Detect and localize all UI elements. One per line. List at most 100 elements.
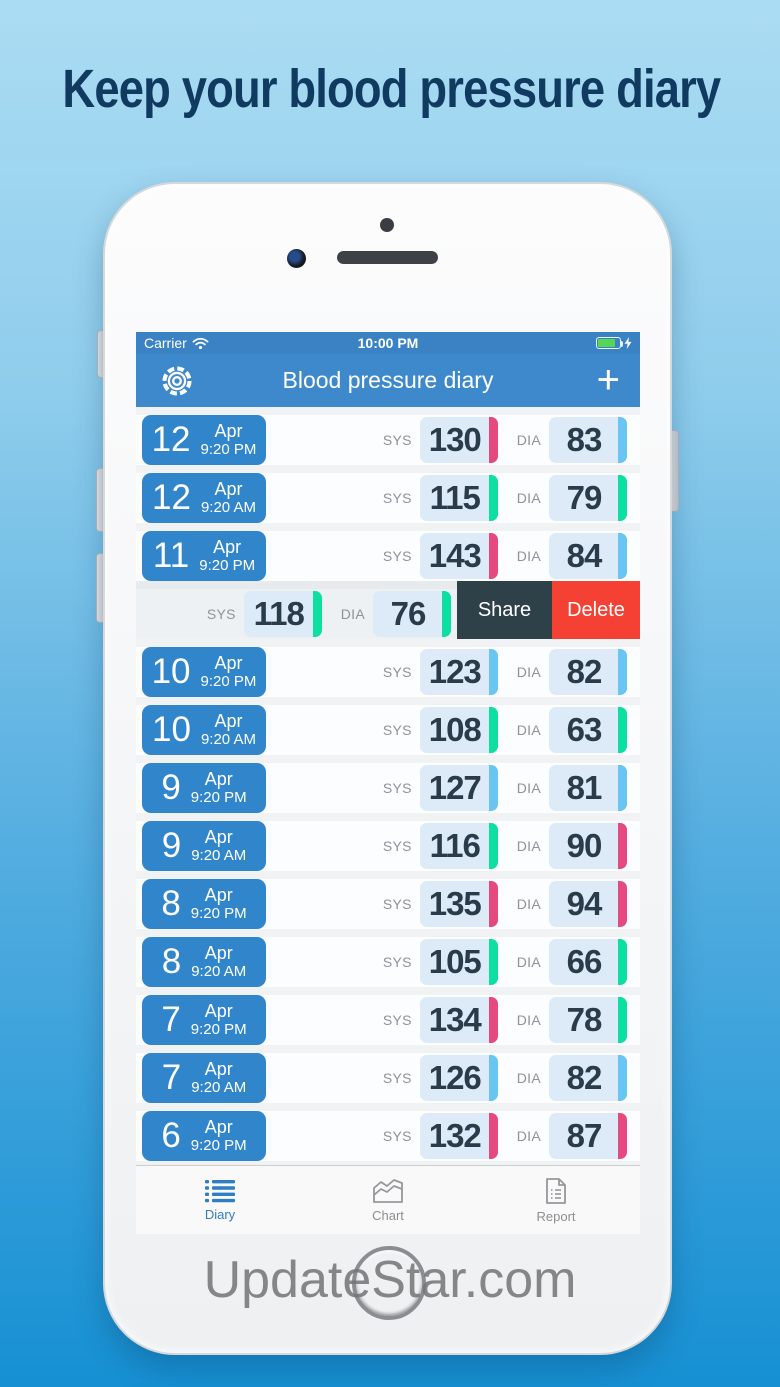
sys-value-box: 123 bbox=[419, 649, 498, 695]
date-badge[interactable]: 10 Apr 9:20 PM bbox=[142, 647, 266, 697]
date-badge[interactable]: 7 Apr 9:20 AM bbox=[142, 1053, 266, 1103]
date-time: 9:20 AM bbox=[191, 962, 247, 980]
sys-level-bar bbox=[488, 475, 498, 521]
dia-value: 94 bbox=[566, 885, 603, 922]
readings: SYS 115 DIA 79 bbox=[383, 475, 627, 521]
date-month: Apr bbox=[214, 420, 243, 441]
diary-entry-row[interactable]: 9 Apr 9:20 AM SYS 116 DIA 90 Share Delet… bbox=[136, 813, 640, 871]
dia-level-bar bbox=[618, 765, 627, 811]
clock-label: 10:00 PM bbox=[357, 335, 419, 351]
readings: SYS 134 DIA 78 bbox=[383, 997, 627, 1043]
watermark: UpdateStar.com bbox=[203, 1251, 577, 1309]
diary-entry-row[interactable]: 6 Apr 9:20 PM SYS 132 DIA 87 Share Delet… bbox=[136, 1103, 640, 1161]
diary-entry-row[interactable]: 12 Apr 9:20 PM SYS 130 DIA 83 Share Dele… bbox=[136, 407, 640, 465]
nav-bar: Blood pressure diary + bbox=[136, 354, 640, 407]
sys-label: SYS bbox=[382, 780, 412, 796]
diary-entry-row[interactable]: 10 Apr 9:20 PM SYS 123 DIA 82 Share Dele… bbox=[136, 639, 640, 697]
sys-value-box: 118 bbox=[243, 591, 322, 637]
dia-value-box: 94 bbox=[549, 881, 627, 927]
readings: SYS 118 DIA 76 bbox=[207, 591, 451, 637]
readings: SYS 127 DIA 81 bbox=[383, 765, 627, 811]
tab-diary[interactable]: Diary bbox=[136, 1166, 304, 1234]
delete-button[interactable]: Delete bbox=[552, 581, 640, 639]
dia-label: DIA bbox=[516, 722, 541, 738]
tab-report[interactable]: Report bbox=[472, 1166, 640, 1234]
sys-label: SYS bbox=[382, 722, 412, 738]
chart-icon bbox=[373, 1178, 403, 1203]
share-button[interactable]: Share bbox=[457, 581, 552, 639]
date-badge[interactable]: 9 Apr 9:20 PM bbox=[142, 763, 266, 813]
diary-entry-row[interactable]: 10 Apr 9:20 AM SYS 108 DIA 63 Share Dele… bbox=[136, 697, 640, 755]
tab-label: Report bbox=[536, 1208, 576, 1224]
diary-entry-row[interactable]: 9 Apr 9:20 PM SYS 127 DIA 81 Share Delet… bbox=[136, 755, 640, 813]
date-day: 12 bbox=[151, 420, 191, 459]
sys-label: SYS bbox=[382, 896, 412, 912]
date-badge[interactable]: 10 Apr 9:20 AM bbox=[142, 705, 266, 755]
date-badge[interactable]: 9 Apr 9:20 AM bbox=[142, 821, 266, 871]
date-month: Apr bbox=[213, 536, 242, 557]
date-badge[interactable]: 11 Apr 9:20 PM bbox=[142, 531, 266, 581]
diary-entry-row[interactable]: SYS 118 DIA 76 Share Delete bbox=[136, 581, 640, 639]
diary-entry-row[interactable]: 8 Apr 9:20 PM SYS 135 DIA 94 Share Delet… bbox=[136, 871, 640, 929]
date-month: Apr bbox=[214, 710, 243, 731]
date-time: 9:20 AM bbox=[191, 846, 247, 864]
diary-entry-row[interactable]: 7 Apr 9:20 AM SYS 126 DIA 82 Share Delet… bbox=[136, 1045, 640, 1103]
date-badge[interactable]: 12 Apr 9:20 PM bbox=[142, 415, 266, 465]
page-title: Blood pressure diary bbox=[282, 367, 494, 393]
sys-value: 135 bbox=[428, 885, 482, 922]
sys-label: SYS bbox=[382, 490, 412, 506]
dia-label: DIA bbox=[516, 432, 541, 448]
dia-level-bar bbox=[618, 1113, 627, 1159]
dia-value-box: 76 bbox=[373, 591, 451, 637]
sys-level-bar bbox=[488, 1113, 498, 1159]
dia-level-bar bbox=[442, 591, 451, 637]
sys-value: 127 bbox=[428, 769, 482, 806]
date-badge[interactable]: 6 Apr 9:20 PM bbox=[142, 1111, 266, 1161]
date-day: 8 bbox=[161, 884, 181, 923]
dia-value: 63 bbox=[566, 711, 603, 748]
readings: SYS 116 DIA 90 bbox=[383, 823, 627, 869]
readings: SYS 130 DIA 83 bbox=[383, 417, 627, 463]
sys-value: 118 bbox=[253, 595, 305, 632]
dia-value: 76 bbox=[390, 595, 427, 632]
sys-level-bar bbox=[488, 823, 498, 869]
sys-value-box: 127 bbox=[419, 765, 498, 811]
date-time: 9:20 PM bbox=[190, 1020, 247, 1038]
date-time: 9:20 AM bbox=[191, 1078, 247, 1096]
sys-level-bar bbox=[488, 649, 498, 695]
diary-entry-row[interactable]: 11 Apr 9:20 PM SYS 143 DIA 84 Share Dele… bbox=[136, 523, 640, 581]
date-badge[interactable]: 12 Apr 9:20 AM bbox=[142, 473, 266, 523]
diary-entry-row[interactable]: 12 Apr 9:20 AM SYS 115 DIA 79 Share Dele… bbox=[136, 465, 640, 523]
sys-level-bar bbox=[488, 707, 498, 753]
sys-value-box: 105 bbox=[419, 939, 498, 985]
promo-headline: Keep your blood pressure diary bbox=[62, 59, 721, 119]
dia-level-bar bbox=[618, 533, 627, 579]
earpiece-speaker bbox=[337, 251, 438, 264]
add-entry-button[interactable]: + bbox=[596, 358, 620, 402]
dia-value-box: 63 bbox=[549, 707, 627, 753]
date-badge[interactable]: 7 Apr 9:20 PM bbox=[142, 995, 266, 1045]
dia-value: 66 bbox=[566, 943, 603, 980]
tab-label: Chart bbox=[372, 1207, 404, 1223]
dia-value: 82 bbox=[566, 653, 603, 690]
date-month: Apr bbox=[214, 478, 243, 499]
sys-value: 126 bbox=[428, 1059, 482, 1096]
sys-value: 130 bbox=[428, 421, 482, 458]
dia-value-box: 83 bbox=[549, 417, 627, 463]
date-badge[interactable]: 8 Apr 9:20 AM bbox=[142, 937, 266, 987]
diary-entry-row[interactable]: 8 Apr 9:20 AM SYS 105 DIA 66 Share Delet… bbox=[136, 929, 640, 987]
diary-entry-row[interactable]: 7 Apr 9:20 PM SYS 134 DIA 78 Share Delet… bbox=[136, 987, 640, 1045]
dia-level-bar bbox=[618, 649, 627, 695]
dia-value-box: 81 bbox=[549, 765, 627, 811]
dia-value: 83 bbox=[566, 421, 603, 458]
gear-icon[interactable] bbox=[158, 362, 196, 400]
date-month: Apr bbox=[204, 1058, 233, 1079]
sys-label: SYS bbox=[382, 1128, 412, 1144]
tab-chart[interactable]: Chart bbox=[304, 1166, 472, 1234]
sys-value: 105 bbox=[428, 943, 482, 980]
date-badge[interactable]: 8 Apr 9:20 PM bbox=[142, 879, 266, 929]
dia-value: 82 bbox=[566, 1059, 603, 1096]
proximity-sensor bbox=[380, 218, 394, 232]
dia-value-box: 87 bbox=[549, 1113, 627, 1159]
date-day: 6 bbox=[161, 1116, 181, 1155]
